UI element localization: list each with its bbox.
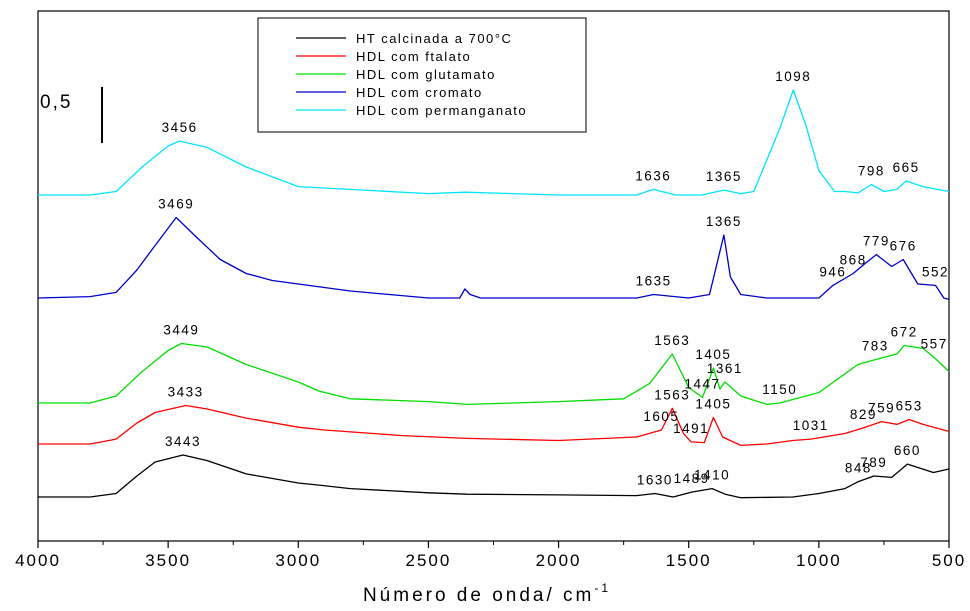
- peak-label: 798: [858, 164, 885, 179]
- x-tick-label: 2500: [406, 551, 452, 570]
- x-tick-label: 1000: [796, 551, 842, 570]
- x-axis-title-superscript: -1: [594, 581, 611, 595]
- peak-label: 759: [868, 401, 895, 416]
- x-tick-label: 3500: [145, 551, 191, 570]
- legend-label-4: HDL com cromato: [356, 85, 483, 100]
- x-axis-title-text: Número de onda/ cm: [363, 585, 594, 606]
- peak-label: 1447: [684, 376, 720, 391]
- peak-label: 3456: [162, 120, 198, 135]
- x-tick-label: 2000: [536, 551, 582, 570]
- peak-label: 660: [894, 443, 921, 458]
- peak-label: 3433: [168, 385, 204, 400]
- x-axis-title: Número de onda/ cm-1: [363, 581, 611, 606]
- legend-box: [257, 17, 587, 133]
- peak-label: 3469: [158, 197, 194, 212]
- peak-label: 789: [860, 455, 887, 470]
- legend-label-5: HDL com permanganato: [356, 103, 527, 118]
- peak-label: 653: [896, 399, 923, 414]
- legend-label-2: HDL com ftalato: [356, 49, 471, 64]
- peak-label: 1410: [694, 468, 730, 483]
- peak-label: 1636: [635, 168, 671, 183]
- x-tick-label: 1500: [666, 551, 712, 570]
- peak-label: 665: [893, 160, 920, 175]
- peak-label: 1635: [636, 274, 672, 289]
- peak-label: 779: [863, 234, 890, 249]
- peak-label: 1365: [706, 169, 742, 184]
- peak-label: 783: [862, 339, 889, 354]
- series-line-5: [38, 89, 950, 196]
- series-line-4: [37, 216, 950, 301]
- peak-label: 1630: [637, 473, 673, 488]
- peak-label: 3443: [165, 434, 201, 449]
- peak-label: 848: [845, 461, 872, 476]
- scale-bar-label: 0,5: [40, 92, 72, 113]
- peak-label: 868: [840, 253, 867, 268]
- series-layer: [37, 89, 950, 499]
- x-tick-label: 500: [932, 551, 966, 570]
- peak-label: 829: [850, 407, 877, 422]
- peak-label: 1405: [695, 347, 731, 362]
- peak-label: 1031: [793, 418, 829, 433]
- peak-label: 1563: [654, 333, 690, 348]
- series-line-2: [38, 404, 950, 447]
- peak-label: 1563: [654, 387, 690, 402]
- peak-label: 1405: [695, 396, 731, 411]
- legend-label-1: HT calcinada a 700°C: [356, 31, 512, 46]
- series-line-3: [38, 342, 950, 406]
- legend: HT calcinada a 700°C HDL com ftalato HDL c…: [257, 17, 587, 133]
- peak-label: 1491: [673, 421, 709, 436]
- peak-label: 1605: [643, 409, 679, 424]
- legend-items: HT calcinada a 700°C HDL com ftalato HDL c…: [296, 31, 527, 118]
- peak-label: 1361: [707, 361, 743, 376]
- x-tick-label: 4000: [15, 551, 61, 570]
- peak-label: 1150: [762, 382, 797, 397]
- peak-label: 1098: [775, 69, 811, 84]
- peak-label: 946: [819, 264, 846, 279]
- series-line-1: [38, 454, 950, 499]
- legend-label-3: HDL com glutamato: [356, 67, 496, 82]
- peak-label: 1365: [706, 214, 742, 229]
- x-tick-label: 3000: [275, 551, 321, 570]
- peak-label: 676: [890, 239, 917, 254]
- x-axis-ticks: 4000 3500 3000 2500 2000 1500 1000 500: [15, 541, 966, 570]
- peak-label: 3449: [163, 323, 199, 338]
- peak-label: 1489: [674, 471, 710, 486]
- peak-label: 552: [922, 264, 949, 279]
- peak-label: 557: [921, 337, 948, 352]
- peak-label: 672: [891, 325, 918, 340]
